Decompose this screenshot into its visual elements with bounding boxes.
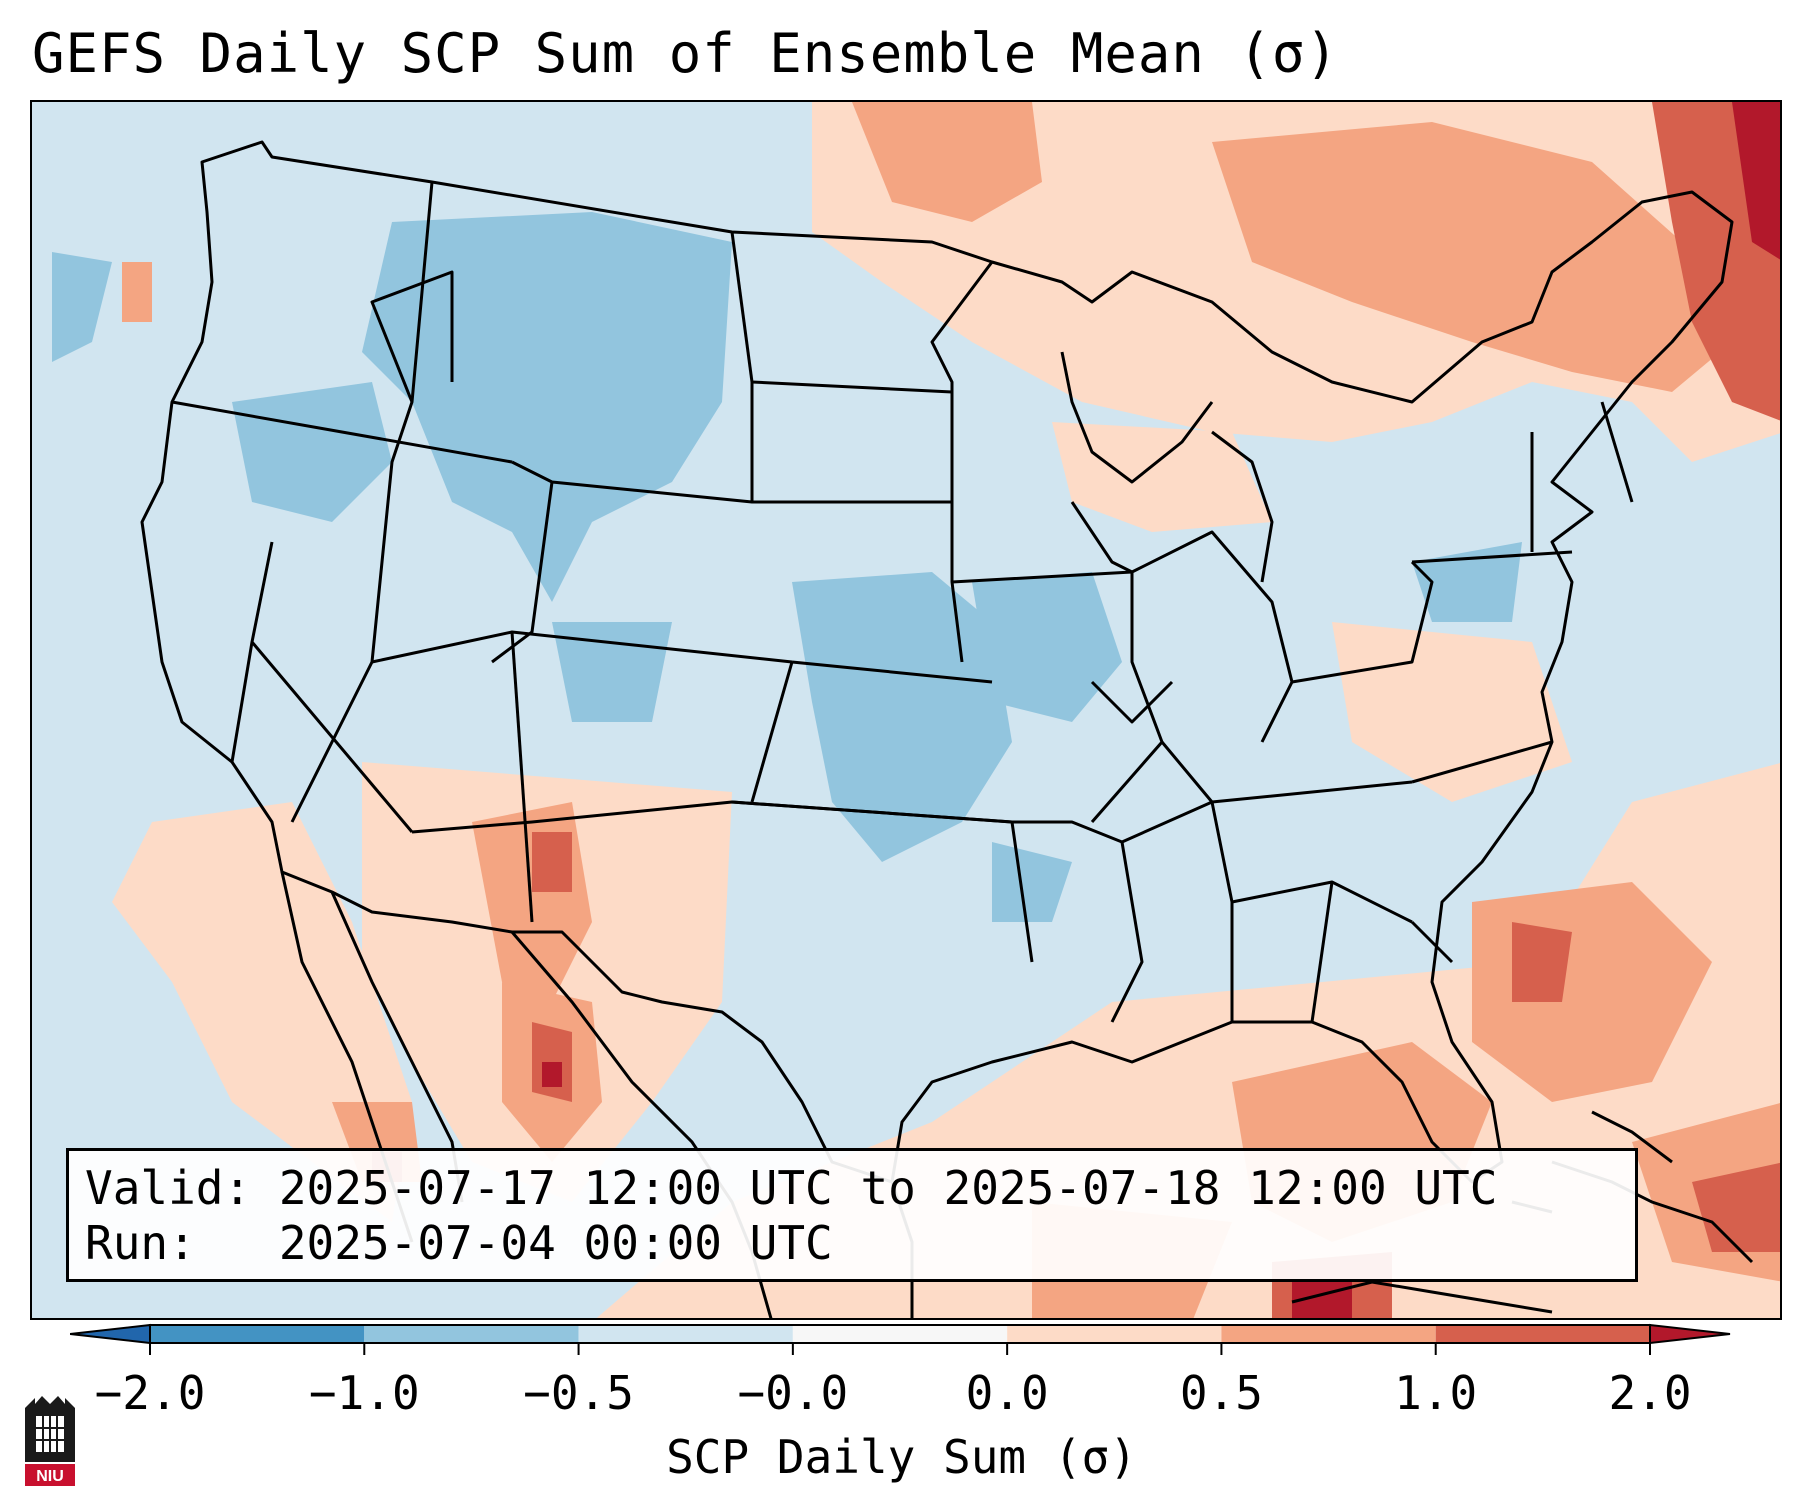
negative-anomaly-regions (52, 212, 1522, 922)
colorbar-frame (149, 1324, 1651, 1344)
colorbar-bin (578, 1325, 793, 1343)
colorbar-tick-label: −0.0 (737, 1366, 849, 1420)
niu-logo: NIU (25, 1396, 75, 1486)
valid-time-line: Valid: 2025-07-17 12:00 UTC to 2025-07-1… (85, 1161, 1498, 1215)
run-time-line: Run: 2025-07-04 00:00 UTC (85, 1216, 833, 1270)
colorbar-extend-min (70, 1323, 151, 1345)
colorbar-bin (1007, 1325, 1222, 1343)
colorbar-tick-label: −2.0 (94, 1366, 206, 1420)
colorbar-tick-label: 0.0 (965, 1366, 1049, 1420)
logo-text: NIU (36, 1468, 64, 1485)
colorbar (70, 1323, 1731, 1355)
colorbar-bin (150, 1325, 365, 1343)
colorbar-bin (792, 1325, 1008, 1343)
colorbar-tick-label: 1.0 (1394, 1366, 1478, 1420)
colorbar-bin (1221, 1325, 1436, 1343)
map-panel (30, 100, 1782, 1320)
state-borders (140, 140, 1734, 1184)
colorbar-tick-label: 0.5 (1179, 1366, 1263, 1420)
colorbar-bin (364, 1325, 579, 1343)
colorbar-tick-label: −0.5 (523, 1366, 634, 1420)
map-canvas (32, 102, 1780, 1318)
map-title: GEFS Daily SCP Sum of Ensemble Mean (σ) (32, 22, 1339, 85)
colorbar-tick-label: −1.0 (308, 1366, 420, 1420)
colorbar-label: SCP Daily Sum (σ) (666, 1430, 1137, 1484)
colorbar-extend-max (1649, 1323, 1731, 1345)
valid-time-box: Valid: 2025-07-17 12:00 UTC to 2025-07-1… (66, 1148, 1638, 1282)
colorbar-bin (1435, 1325, 1650, 1343)
colorbar-tick-label: 2.0 (1608, 1366, 1692, 1420)
